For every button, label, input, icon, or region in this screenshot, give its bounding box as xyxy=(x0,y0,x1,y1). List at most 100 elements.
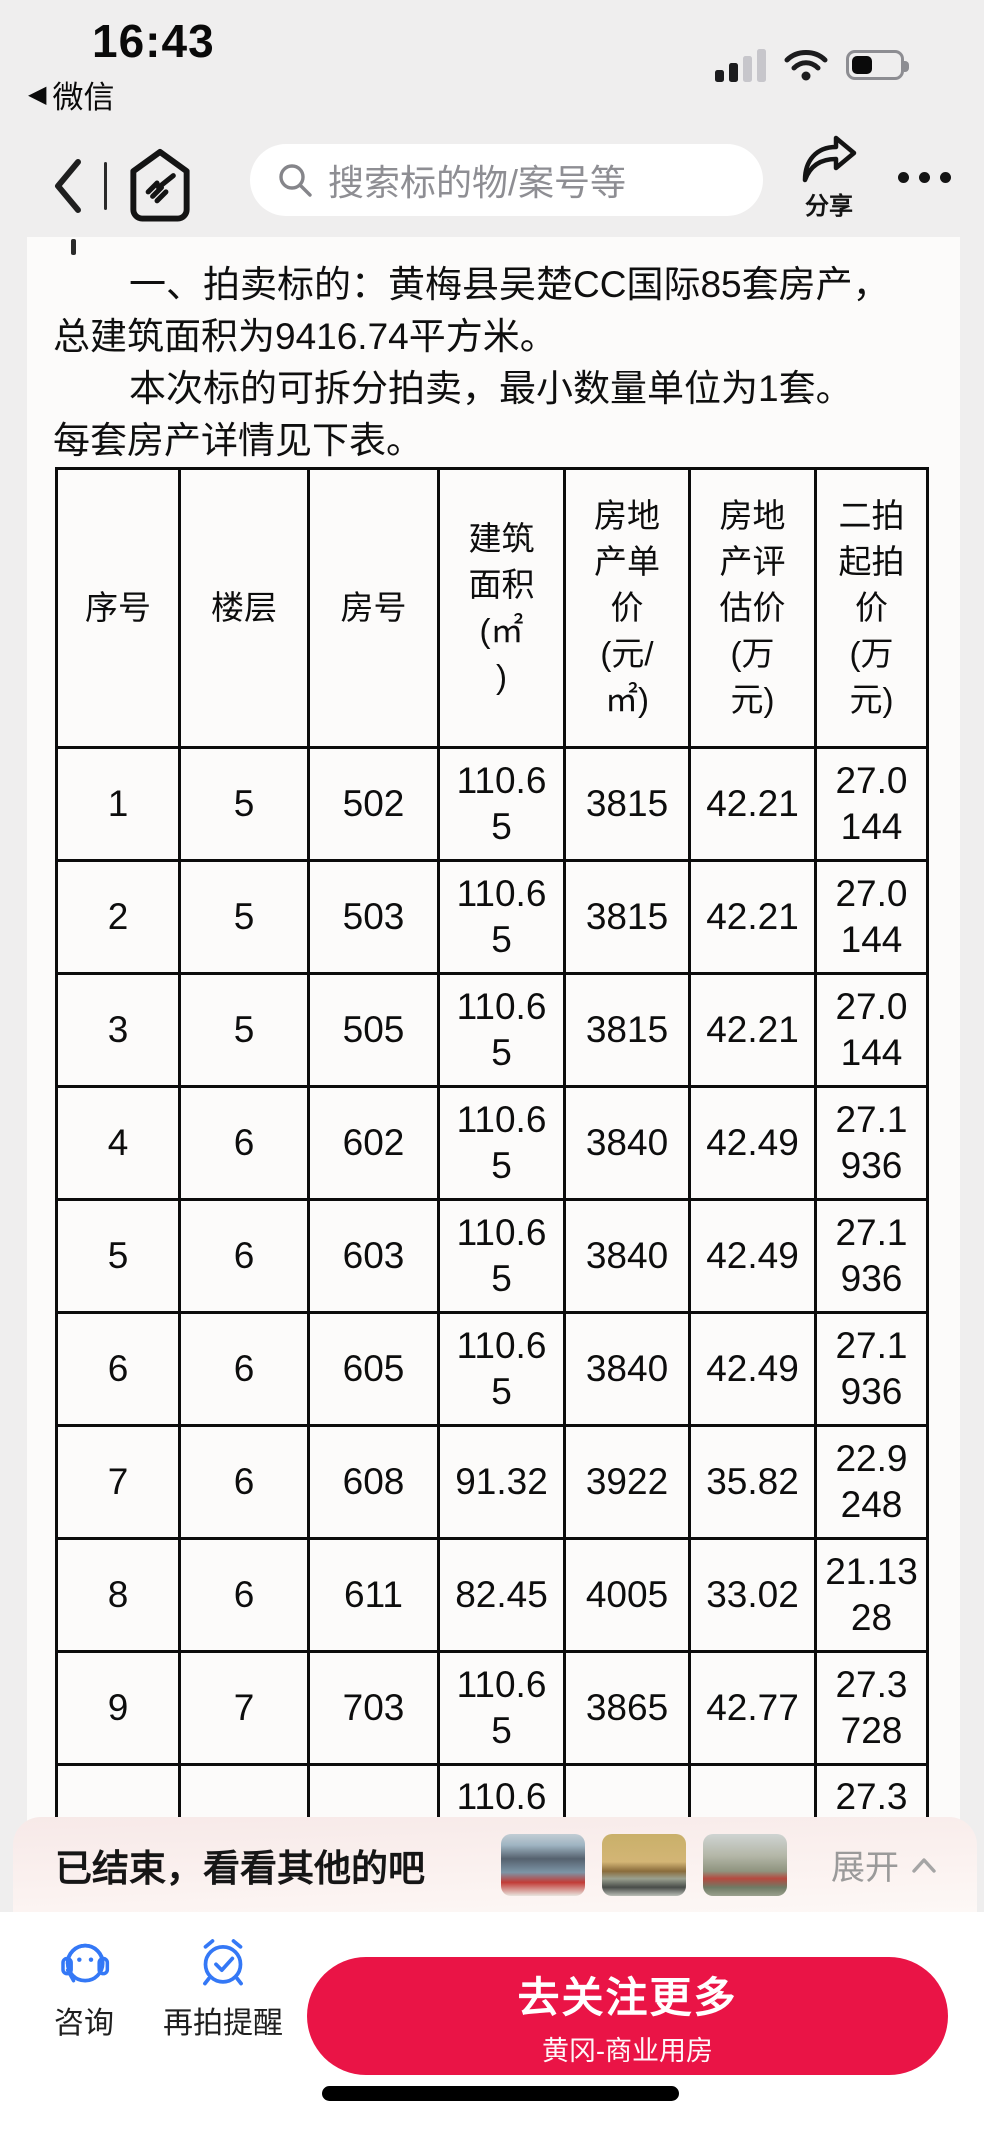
table-cell: 110.6 5 xyxy=(437,1311,566,1427)
table-cell: 3815 xyxy=(563,746,691,862)
consult-button[interactable]: 咨询 xyxy=(36,1934,132,2042)
table-cell: 503 xyxy=(307,859,440,975)
table-row: 3 5 505 110.6 5 3815 42.21 27.0 144 xyxy=(55,972,929,1088)
table-header-cell: 建筑 面积 (㎡) xyxy=(437,467,566,749)
table-cell: 703 xyxy=(307,1650,440,1766)
cta-title: 去关注更多 xyxy=(517,1974,738,2021)
table-cell: 8 xyxy=(55,1537,181,1653)
back-to-app[interactable]: ◀ 微信 xyxy=(28,72,114,117)
table-cell: 6 xyxy=(178,1198,310,1314)
table-row: 9 7 703 110.6 5 3865 42.77 27.3 728 xyxy=(55,1650,929,1766)
expand-label: 展开 xyxy=(831,1849,899,1887)
table-row: 4 6 602 110.6 5 3840 42.49 27.1 936 xyxy=(55,1085,929,1201)
ended-banner[interactable]: 已结束，看看其他的吧 展开 xyxy=(13,1817,977,1912)
table-cell: 603 xyxy=(307,1198,440,1314)
table-row: 6 6 605 110.6 5 3840 42.49 27.1 936 xyxy=(55,1311,929,1427)
document-line: 一、拍卖标的：黄梅县吴楚CC国际85套房产， xyxy=(129,264,890,305)
table-cell: 27.0 144 xyxy=(814,972,929,1088)
home-indicator xyxy=(322,2086,679,2101)
clipped-text-fragment xyxy=(71,239,76,255)
table-cell: 33.02 xyxy=(688,1537,817,1653)
battery-icon xyxy=(846,50,909,80)
back-to-app-label: 微信 xyxy=(52,80,115,115)
follow-more-button[interactable]: 去关注更多 黄冈-商业用房 xyxy=(307,1957,948,2075)
re-auction-reminder-button[interactable]: 再拍提醒 xyxy=(148,1934,298,2042)
table-cell: 6 xyxy=(55,1311,181,1427)
table-cell: 3 xyxy=(55,972,181,1088)
table-cell: 27.1 936 xyxy=(814,1198,929,1314)
table-cell: 5 xyxy=(178,859,310,975)
nav-divider xyxy=(104,162,107,210)
table-cell: 21.13 28 xyxy=(814,1537,929,1653)
chevron-up-icon xyxy=(912,1857,936,1873)
table-cell: 502 xyxy=(307,746,440,862)
share-label: 分享 xyxy=(805,193,853,220)
bottom-action-bar: 咨询 再拍提醒 去关注更多 黄冈-商业用房 xyxy=(0,1912,984,2133)
table-cell: 27.1 936 xyxy=(814,1311,929,1427)
cta-subtitle: 黄冈-商业用房 xyxy=(542,2036,713,2066)
status-icons xyxy=(715,48,909,82)
signal-bars-icon xyxy=(715,48,766,82)
dot-icon xyxy=(898,172,909,183)
table-cell: 7 xyxy=(178,1650,310,1766)
table-cell: 3865 xyxy=(563,1650,691,1766)
table-cell: 42.77 xyxy=(688,1650,817,1766)
expand-button[interactable]: 展开 xyxy=(831,1840,937,1889)
table-cell: 91.32 xyxy=(437,1424,566,1540)
table-cell: 27.0 144 xyxy=(814,746,929,862)
table-cell: 602 xyxy=(307,1085,440,1201)
clock: 16:43 xyxy=(92,15,215,67)
listing-thumbnail[interactable] xyxy=(602,1833,686,1896)
table-row: 2 5 503 110.6 5 3815 42.21 27.0 144 xyxy=(55,859,929,975)
table-cell: 6 xyxy=(178,1085,310,1201)
table-row: 8 6 611 82.45 4005 33.02 21.13 28 xyxy=(55,1537,929,1653)
table-cell: 110.6 5 xyxy=(437,1650,566,1766)
dot-icon xyxy=(940,172,951,183)
back-triangle-icon: ◀ xyxy=(28,81,47,108)
table-cell: 82.45 xyxy=(437,1537,566,1653)
share-button[interactable]: 分享 xyxy=(794,134,864,221)
table-cell: 110.6 5 xyxy=(437,972,566,1088)
ended-message: 已结束，看看其他的吧 xyxy=(55,1847,425,1889)
auction-home-icon[interactable] xyxy=(123,147,197,225)
table-cell: 110.6 5 xyxy=(437,859,566,975)
table-cell: 505 xyxy=(307,972,440,1088)
table-cell: 3840 xyxy=(563,1311,691,1427)
table-cell: 27.0 144 xyxy=(814,859,929,975)
table-cell: 611 xyxy=(307,1537,440,1653)
table-cell: 42.21 xyxy=(688,746,817,862)
headset-icon xyxy=(61,1943,110,1983)
table-row: 7 6 608 91.32 3922 35.82 22.9 248 xyxy=(55,1424,929,1540)
table-row: 5 6 603 110.6 5 3840 42.49 27.1 936 xyxy=(55,1198,929,1314)
table-header-cell: 房地 产评 估价 (万 元) xyxy=(688,467,817,749)
auction-table: 序号 楼层 房号 建筑 面积 (㎡) 房地 产单价 (元/㎡) 房地 产评 估价 (万 元) 二拍 起拍价 (万… xyxy=(55,467,929,1879)
table-cell: 35.82 xyxy=(688,1424,817,1540)
document-line: 每套房产详情见下表。 xyxy=(53,420,423,461)
table-row: 1 5 502 110.6 5 3815 42.21 27.0 144 xyxy=(55,746,929,862)
table-cell: 3815 xyxy=(563,859,691,975)
document-line: 总建筑面积为9416.74平方米。 xyxy=(53,316,557,357)
nav-bar: 搜索标的物/案号等 分享 xyxy=(0,135,984,234)
table-cell: 7 xyxy=(55,1424,181,1540)
table-cell: 5 xyxy=(55,1198,181,1314)
listing-thumbnail[interactable] xyxy=(501,1833,585,1896)
dot-icon xyxy=(919,172,930,183)
table-cell: 3922 xyxy=(563,1424,691,1540)
table-cell: 42.21 xyxy=(688,972,817,1088)
document-line: 本次标的可拆分拍卖，最小数量单位为1套。 xyxy=(129,368,853,409)
more-menu-button[interactable] xyxy=(898,172,951,183)
table-cell: 27.1 936 xyxy=(814,1085,929,1201)
back-icon[interactable] xyxy=(50,157,86,215)
magnifier-icon xyxy=(279,164,312,197)
alarm-clock-icon xyxy=(203,1939,243,1986)
table-cell: 2 xyxy=(55,859,181,975)
table-cell: 42.49 xyxy=(688,1198,817,1314)
listing-thumbnail[interactable] xyxy=(703,1833,787,1896)
table-cell: 9 xyxy=(55,1650,181,1766)
table-cell: 4 xyxy=(55,1085,181,1201)
search-input[interactable]: 搜索标的物/案号等 xyxy=(250,144,763,216)
table-cell: 27.3 728 xyxy=(814,1650,929,1766)
table-cell: 4005 xyxy=(563,1537,691,1653)
table-header-cell: 二拍 起拍价 (万 元) xyxy=(814,467,929,749)
